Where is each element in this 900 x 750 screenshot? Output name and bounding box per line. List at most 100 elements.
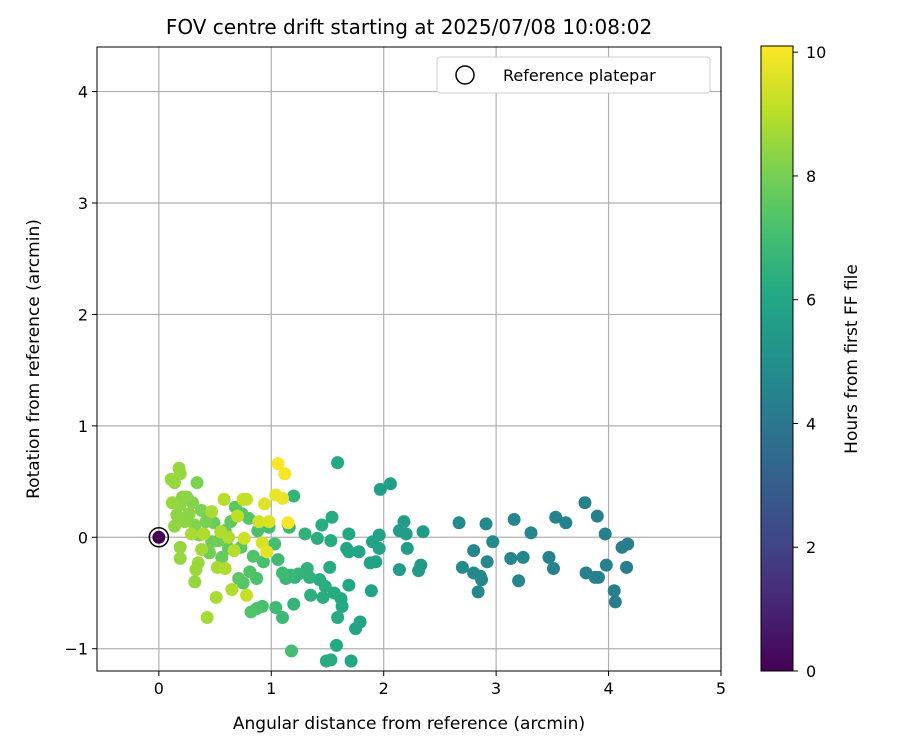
x-axis-label: Angular distance from reference (arcmin) [233, 714, 585, 734]
data-point [231, 509, 245, 523]
data-point [287, 489, 301, 503]
reference-marker [148, 527, 170, 548]
legend: Reference platepar [436, 56, 711, 94]
chart-title: FOV centre drift starting at 2025/07/08 … [166, 15, 652, 39]
data-point [516, 550, 530, 564]
data-point [331, 611, 345, 625]
data-point [324, 534, 338, 548]
data-point [252, 515, 266, 529]
data-point [214, 525, 228, 539]
data-point [237, 531, 251, 545]
x-tick-label: 2 [379, 679, 389, 698]
data-point [455, 560, 469, 574]
data-point [170, 508, 184, 522]
data-point [316, 590, 330, 604]
data-point [243, 565, 257, 579]
data-point [240, 492, 254, 506]
data-point [507, 512, 521, 526]
x-tick-label: 1 [266, 679, 276, 698]
data-point [164, 472, 178, 486]
data-point [546, 561, 560, 575]
data-point [364, 584, 378, 598]
colorbar-tick-label: 6 [806, 291, 816, 310]
data-point [512, 574, 526, 588]
data-point [399, 527, 413, 541]
data-point [335, 599, 349, 613]
data-point [271, 457, 285, 471]
data-point [340, 541, 354, 555]
data-point [504, 551, 518, 565]
colorbar-tick-label: 0 [806, 662, 816, 681]
data-point [298, 527, 312, 541]
data-point [327, 586, 341, 600]
y-tick-label: −1 [64, 640, 88, 659]
data-point [165, 496, 179, 510]
data-point [349, 622, 363, 636]
data-point [323, 560, 337, 574]
x-tick-label: 4 [603, 679, 613, 698]
colorbar-label: Hours from first FF file [842, 264, 862, 454]
data-point [173, 540, 187, 554]
colorbar-tick-label: 2 [806, 538, 816, 557]
data-point [591, 570, 605, 584]
y-axis-ticks: −1 0 1 2 3 4 [64, 83, 97, 659]
data-point [412, 564, 426, 578]
data-point [352, 545, 366, 559]
x-tick-label: 0 [154, 679, 164, 698]
data-point [590, 509, 604, 523]
data-point [304, 588, 318, 602]
data-point [467, 544, 481, 558]
data-point [227, 544, 241, 558]
data-point [549, 510, 563, 524]
data-point [260, 545, 274, 559]
x-axis-ticks: 0 1 2 3 4 5 [154, 671, 726, 698]
data-point [240, 588, 254, 602]
data-point [325, 510, 339, 524]
data-point [579, 566, 593, 580]
data-point [195, 504, 209, 518]
data-point [199, 515, 213, 529]
data-point [232, 572, 246, 586]
data-point [152, 530, 166, 544]
data-point [197, 527, 211, 541]
data-point [599, 558, 613, 572]
data-point [217, 492, 231, 506]
data-point [262, 515, 276, 529]
data-point [276, 491, 290, 505]
data-point [452, 516, 466, 530]
data-point [215, 550, 229, 564]
data-point [200, 611, 214, 625]
data-point [416, 525, 430, 539]
data-point [246, 549, 260, 563]
data-point [205, 505, 219, 519]
colorbar-tick-label: 10 [806, 43, 826, 62]
data-point [278, 467, 292, 481]
colorbar [760, 45, 794, 672]
data-point [315, 518, 329, 532]
data-point [608, 595, 622, 609]
data-point [471, 585, 485, 599]
legend-label-reference: Reference platepar [503, 66, 656, 85]
data-point [225, 583, 239, 597]
data-point [190, 476, 204, 490]
y-tick-label: 4 [78, 83, 88, 102]
y-tick-label: 1 [78, 417, 88, 436]
data-point [598, 527, 612, 541]
data-point [313, 573, 327, 587]
data-point [258, 497, 272, 511]
data-point [479, 517, 493, 531]
data-point [331, 456, 345, 470]
data-point [256, 555, 270, 569]
data-point [218, 561, 232, 575]
data-point [269, 600, 283, 614]
data-point [276, 611, 290, 625]
data-point [400, 541, 414, 555]
data-point [329, 638, 343, 652]
data-point [524, 526, 538, 540]
data-point [363, 556, 377, 570]
data-point [620, 560, 634, 574]
data-point [542, 550, 556, 564]
y-tick-label: 0 [78, 528, 88, 547]
